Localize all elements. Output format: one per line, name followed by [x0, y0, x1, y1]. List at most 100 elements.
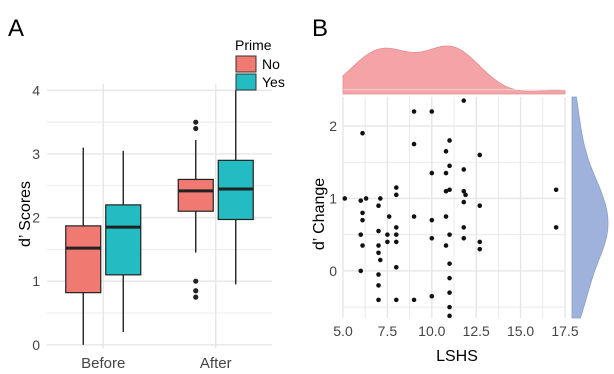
scatter-point: [358, 268, 364, 274]
scatter-point: [376, 243, 381, 248]
scatter-point: [360, 210, 365, 216]
scatter-point: [393, 192, 399, 198]
x-tick-label: 15.0: [507, 323, 534, 339]
scatter-point: [376, 297, 381, 303]
scatter-point: [477, 152, 483, 158]
y-tick-label: 1: [32, 273, 40, 289]
scatter-point: [376, 283, 381, 288]
scatter-point: [447, 313, 452, 319]
box-body: [105, 204, 142, 276]
scatter-point: [411, 297, 417, 303]
scatter-point: [447, 290, 452, 295]
box-yes-before: [105, 150, 142, 333]
panel-b-axes: 5.0 7.5 10.0 12.5 15.0 17.5 0 1 2: [329, 118, 579, 339]
scatter-point: [385, 239, 390, 245]
scatter-point: [393, 297, 399, 303]
scatter-point: [393, 225, 399, 230]
panel-a-y-axis-label: d’ Scores: [17, 181, 34, 247]
scatter-point: [393, 185, 399, 190]
panel-a-boxes: [65, 90, 254, 345]
panel-b-label: B: [312, 15, 328, 42]
scatter-point: [429, 109, 435, 114]
panel-b: B 5.0 7.5 10.0 12.5 15.0 17.5 0 1 2 d’ Change LS…: [311, 15, 609, 365]
scatter-point: [393, 239, 399, 245]
scatter-point: [553, 225, 559, 230]
scatter-point: [461, 188, 467, 194]
scatter-point: [443, 188, 449, 194]
scatter-point: [429, 293, 435, 299]
outlier-point: [193, 119, 199, 125]
legend-label-yes: Yes: [262, 74, 285, 90]
outlier-point: [193, 125, 199, 132]
scatter-point: [447, 163, 452, 169]
panel-b-y-axis-label: d’ Change: [311, 178, 328, 250]
scatter-point: [411, 214, 417, 219]
panel-a-label: A: [8, 15, 24, 42]
scatter-point: [447, 275, 452, 281]
scatter-point: [429, 217, 435, 223]
scatter-point: [461, 98, 467, 103]
right-marginal-density: [571, 96, 609, 319]
scatter-point: [377, 196, 383, 201]
scatter-point: [386, 214, 392, 219]
panel-b-points: [342, 98, 559, 319]
scatter-point: [461, 167, 467, 172]
scatter-point: [358, 198, 364, 203]
scatter-point: [411, 109, 417, 114]
y-tick-label: 4: [32, 82, 40, 98]
scatter-point: [447, 187, 452, 193]
x-tick-label: 5.0: [333, 323, 353, 339]
x-tick-label: After: [200, 355, 232, 372]
scatter-point: [360, 130, 365, 136]
y-tick-label: 2: [32, 210, 40, 226]
box-body: [65, 225, 102, 294]
scatter-point: [443, 149, 449, 154]
box-no-after: [177, 119, 214, 300]
scatter-point: [461, 225, 467, 230]
scatter-point: [376, 250, 381, 256]
box-body: [177, 178, 214, 212]
x-tick-label: Before: [81, 355, 125, 372]
scatter-point: [477, 246, 483, 252]
scatter-point: [429, 170, 435, 176]
y-tick-label: 3: [32, 146, 40, 162]
panel-b-grid: [342, 89, 566, 318]
x-tick-label: 7.5: [378, 323, 398, 339]
scatter-point: [477, 203, 483, 208]
scatter-point: [447, 304, 452, 310]
scatter-point: [363, 196, 369, 201]
scatter-point: [393, 264, 399, 270]
scatter-point: [447, 261, 452, 266]
scatter-point: [463, 192, 468, 198]
scatter-point: [360, 243, 365, 248]
scatter-point: [376, 272, 381, 277]
scatter-point: [385, 232, 390, 237]
scatter-point: [411, 141, 417, 147]
legend-title: Prime: [235, 37, 272, 53]
panel-b-x-axis-label: LSHS: [436, 348, 478, 365]
scatter-point: [377, 257, 383, 263]
scatter-point: [553, 187, 559, 193]
scatter-point: [461, 199, 467, 205]
legend-label-no: No: [262, 56, 280, 72]
panel-a: A 0 1 2 3 4 Before After d’ Scores Prime No Ye…: [8, 15, 285, 372]
x-tick-label: 17.5: [551, 323, 578, 339]
scatter-point: [461, 235, 467, 241]
legend-swatch-yes: [235, 73, 257, 91]
x-tick-label: 10.0: [418, 323, 445, 339]
y-tick-label: 0: [32, 337, 40, 353]
y-tick-label: 0: [329, 263, 337, 279]
box-yes-after: [217, 90, 254, 285]
outlier-point: [193, 294, 199, 300]
panel-a-axes: 0 1 2 3 4 Before After: [32, 82, 231, 372]
outlier-point: [193, 278, 199, 284]
scatter-point: [342, 196, 348, 201]
y-tick-label: 2: [329, 118, 337, 134]
scatter-point: [443, 214, 449, 219]
scatter-point: [443, 243, 449, 248]
scatter-point: [360, 217, 365, 223]
scatter-point: [477, 239, 483, 245]
top-marginal-density: [342, 45, 566, 95]
scatter-point: [376, 203, 381, 208]
